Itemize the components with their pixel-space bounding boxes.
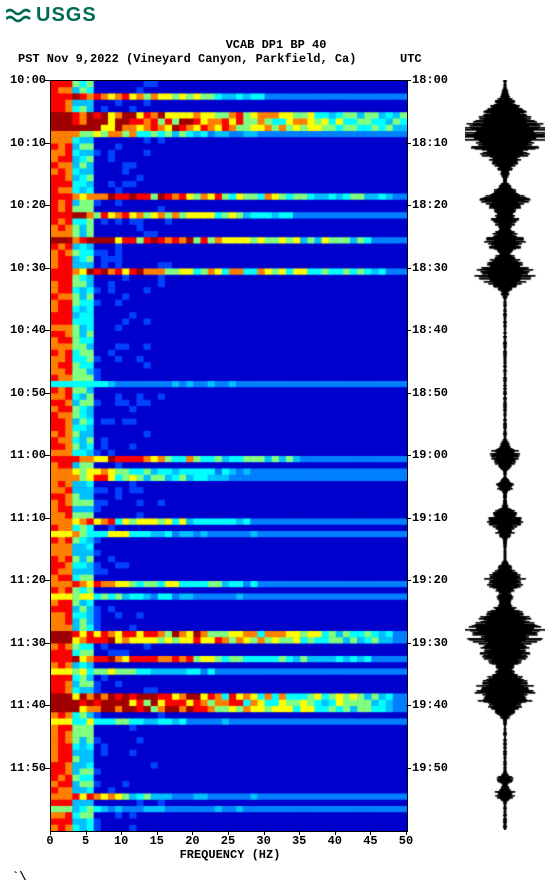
y-right-tick: 18:30: [412, 261, 452, 275]
y-right-tick: 19:10: [412, 511, 452, 525]
x-axis-label: FREQUENCY (HZ): [160, 848, 300, 862]
y-left-tick: 11:10: [6, 511, 46, 525]
usgs-wave-icon: [6, 6, 32, 26]
y-right-tick: 19:50: [412, 761, 452, 775]
x-tick: 30: [254, 834, 274, 848]
x-tick: 35: [289, 834, 309, 848]
y-left-tick: 10:20: [6, 198, 46, 212]
x-tick: 20: [182, 834, 202, 848]
y-right-tick: 19:20: [412, 573, 452, 587]
y-left-tick: 11:50: [6, 761, 46, 775]
x-tick: 0: [40, 834, 60, 848]
y-left-tick: 10:00: [6, 73, 46, 87]
x-tick: 10: [111, 834, 131, 848]
y-right-tick: 18:10: [412, 136, 452, 150]
x-tick: 45: [360, 834, 380, 848]
spectrogram-canvas: [51, 81, 407, 831]
y-right-tick: 19:00: [412, 448, 452, 462]
y-left-tick: 10:10: [6, 136, 46, 150]
y-left-tick: 10:40: [6, 323, 46, 337]
y-right-tick: 19:40: [412, 698, 452, 712]
utc-label: UTC: [400, 52, 422, 66]
y-left-tick: 10:50: [6, 386, 46, 400]
usgs-text: USGS: [36, 4, 97, 27]
chart-subtitle: PST Nov 9,2022 (Vineyard Canyon, Parkfie…: [18, 52, 356, 66]
y-right-tick: 18:40: [412, 323, 452, 337]
y-left-tick: 11:20: [6, 573, 46, 587]
x-tick: 15: [147, 834, 167, 848]
usgs-logo: USGS: [6, 4, 97, 27]
y-right-tick: 19:30: [412, 636, 452, 650]
diagnostic-mark: `\: [12, 870, 26, 884]
y-left-tick: 11:00: [6, 448, 46, 462]
y-right-tick: 18:50: [412, 386, 452, 400]
y-left-tick: 11:40: [6, 698, 46, 712]
x-tick: 5: [76, 834, 96, 848]
y-right-tick: 18:20: [412, 198, 452, 212]
x-tick: 25: [218, 834, 238, 848]
spectrogram-plot: [50, 80, 408, 832]
x-tick: 50: [396, 834, 416, 848]
y-right-tick: 18:00: [412, 73, 452, 87]
x-tick: 40: [325, 834, 345, 848]
seismogram-trace: [465, 80, 545, 830]
y-left-tick: 10:30: [6, 261, 46, 275]
seismogram-canvas: [465, 80, 545, 830]
chart-title: VCAB DP1 BP 40: [0, 38, 552, 52]
y-left-tick: 11:30: [6, 636, 46, 650]
